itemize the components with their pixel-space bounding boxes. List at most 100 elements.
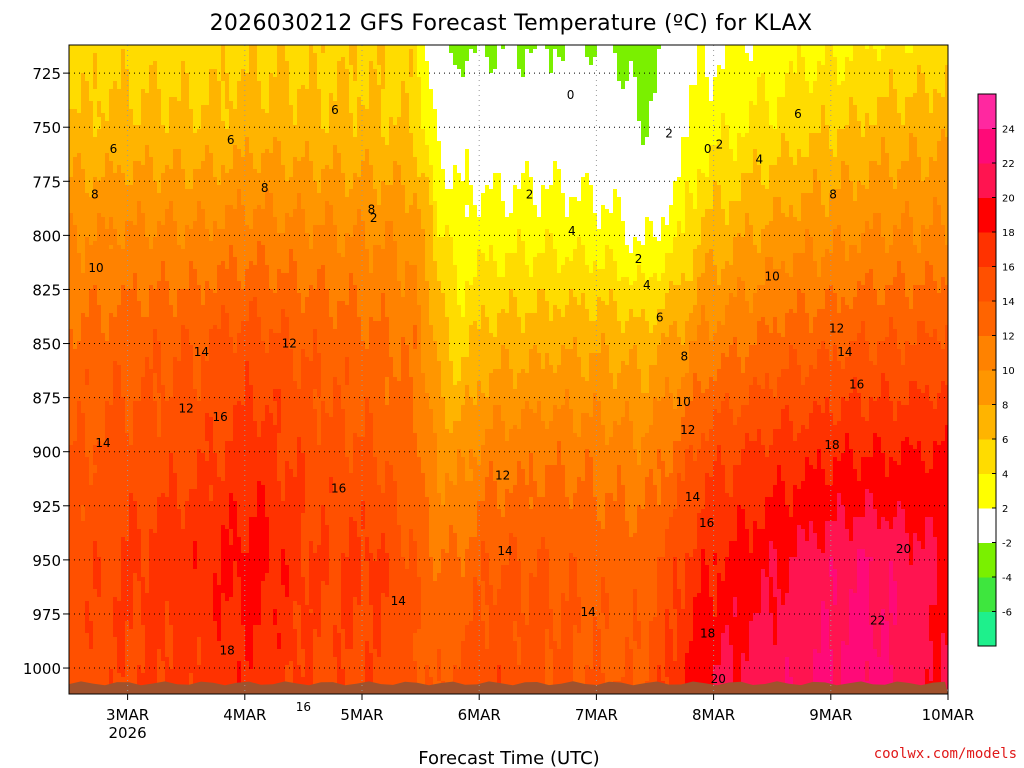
contour-label: 20 — [711, 672, 726, 686]
contour-label: 16 — [849, 378, 864, 392]
colorbar-swatch — [978, 232, 996, 267]
contour-label: 4 — [755, 153, 763, 167]
credit-text: coolwx.com/models — [874, 746, 1017, 762]
contour-label: 20 — [896, 542, 911, 556]
contour-label: 6 — [794, 107, 802, 121]
colorbar-label: -2 — [1002, 539, 1012, 550]
contour-label: 16 — [331, 482, 346, 496]
colorbar-label: 10 — [1002, 366, 1015, 377]
contour-label: 18 — [824, 438, 839, 452]
contour-label: 18 — [220, 644, 235, 658]
contour-label: 12 — [282, 337, 297, 351]
contour-label: 2 — [526, 187, 534, 201]
x-tick-label: 5MAR — [340, 706, 383, 724]
contour-label: 12 — [495, 469, 510, 483]
colorbar-label: 2 — [1002, 504, 1008, 515]
colorbar-swatch — [978, 405, 996, 440]
contour-label: 16 — [213, 410, 228, 424]
contour-label: 18 — [700, 626, 715, 640]
contour-label: 10 — [765, 270, 780, 284]
colorbar-label: 20 — [1002, 194, 1015, 205]
colorbar-label: 16 — [1002, 263, 1015, 274]
colorbar-swatch — [978, 370, 996, 405]
contour-label: 6 — [656, 311, 664, 325]
x-tick-label: 9MAR — [809, 706, 852, 724]
contour-label: 6 — [110, 142, 118, 156]
contour-label: 12 — [179, 401, 194, 415]
contour-label: 2 — [716, 138, 724, 152]
contour-label: 14 — [837, 345, 852, 359]
colorbar-swatch — [978, 198, 996, 233]
colorbar-label: 22 — [1002, 159, 1015, 170]
contour-label: 10 — [675, 395, 690, 409]
contour-label: 14 — [685, 490, 700, 504]
contour-label: 22 — [870, 613, 885, 627]
contour-label: 14 — [497, 544, 512, 558]
colorbar-swatch — [978, 129, 996, 164]
contour-label: 2 — [635, 252, 643, 266]
contour-label: 2 — [370, 211, 378, 225]
contour-label: 14 — [581, 605, 596, 619]
y-tick-label: 1000 — [23, 660, 61, 678]
contour-label: 8 — [261, 181, 269, 195]
colorbar-swatch — [978, 577, 996, 612]
y-tick-label: 975 — [32, 606, 61, 624]
x-tick-year: 2026 — [109, 724, 147, 742]
x-axis-label: Forecast Time (UTC) — [418, 748, 599, 768]
contour-label: 14 — [391, 594, 406, 608]
colorbar-label: 4 — [1002, 470, 1008, 481]
x-tick-label: 10MAR — [922, 706, 975, 724]
y-tick-label: 925 — [32, 498, 61, 516]
y-tick-label: 725 — [32, 65, 61, 83]
contour-label: 14 — [95, 436, 110, 450]
colorbar-swatch — [978, 267, 996, 302]
colorbar-label: 14 — [1002, 297, 1015, 308]
y-tick-label: 950 — [32, 552, 61, 570]
contour-label: 10 — [88, 261, 103, 275]
y-tick-label: 750 — [32, 119, 61, 137]
y-tick-label: 900 — [32, 444, 61, 462]
x-tick-label: 8MAR — [692, 706, 735, 724]
colorbar-swatch — [978, 163, 996, 198]
colorbar-label: -4 — [1002, 573, 1012, 584]
contour-label: 16 — [699, 516, 714, 530]
x-tick-label: 4MAR — [223, 706, 266, 724]
colorbar-swatch — [978, 474, 996, 509]
colorbar-label: 8 — [1002, 401, 1008, 412]
colorbar-label: 12 — [1002, 332, 1015, 343]
x-tick-label: 7MAR — [575, 706, 618, 724]
contour-label: 8 — [91, 187, 99, 201]
x-tick-label: 6MAR — [458, 706, 501, 724]
contour-label: 8 — [680, 350, 688, 364]
contour-label: 8 — [829, 187, 837, 201]
contour-label: 6 — [227, 133, 235, 147]
colorbar-swatch — [978, 301, 996, 336]
contour-label: 12 — [829, 321, 844, 335]
colorbar-swatch — [978, 94, 996, 129]
contour-label: 12 — [680, 423, 695, 437]
colorbar-swatch — [978, 508, 996, 543]
contour-label: 4 — [643, 278, 651, 292]
colorbar-label: 6 — [1002, 435, 1008, 446]
chart-title: 2026030212 GFS Forecast Temperature (ºC)… — [210, 11, 813, 36]
x-tick-label: 3MAR — [106, 706, 149, 724]
colorbar-label: 18 — [1002, 228, 1015, 239]
temperature-field — [69, 45, 950, 694]
contour-label: 16 — [296, 700, 311, 714]
colorbar-swatch — [978, 336, 996, 371]
colorbar-swatch — [978, 612, 996, 647]
y-tick-label: 850 — [32, 336, 61, 354]
contour-label: 4 — [568, 224, 576, 238]
chart: 2026030212 GFS Forecast Temperature (ºC)… — [0, 0, 1024, 768]
colorbar-swatch — [978, 543, 996, 578]
y-tick-label: 875 — [32, 390, 61, 408]
colorbar-label: 24 — [1002, 125, 1015, 136]
contour-label: 0 — [704, 142, 712, 156]
contour-label: 0 — [567, 88, 575, 102]
colorbar-label: -6 — [1002, 608, 1012, 619]
y-tick-label: 825 — [32, 281, 61, 299]
contour-label: 6 — [331, 103, 339, 117]
y-tick-label: 775 — [32, 173, 61, 191]
y-tick-label: 800 — [32, 227, 61, 245]
